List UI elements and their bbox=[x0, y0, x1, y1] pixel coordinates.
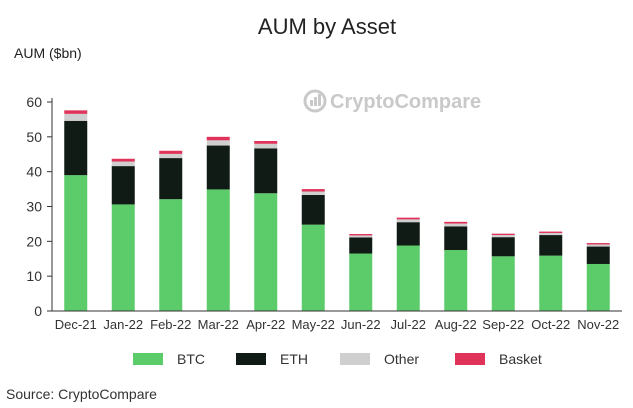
bar-other-may-22 bbox=[301, 191, 325, 196]
x-axis: Dec-21 Jan-22 Feb-22 Mar-22 Apr-22 May-22 Jun-… bbox=[52, 310, 622, 332]
cryptocompare-logo-icon bbox=[303, 89, 327, 113]
y-tick-label: 30 bbox=[26, 199, 42, 215]
watermark: CryptoCompare bbox=[303, 89, 481, 113]
y-tick-label: 50 bbox=[26, 129, 42, 145]
y-tick-label: 40 bbox=[26, 164, 42, 180]
legend-swatch-btc bbox=[133, 353, 163, 365]
legend-label-eth: ETH bbox=[280, 351, 308, 367]
chart-title: AUM by Asset bbox=[258, 14, 396, 39]
bar-eth-jan-22 bbox=[111, 166, 135, 205]
bar-btc-feb-22 bbox=[159, 199, 183, 311]
bar-basket-jun-22 bbox=[349, 234, 373, 236]
bar-basket-nov-22 bbox=[586, 243, 610, 245]
bar-basket-dec-21 bbox=[64, 110, 88, 114]
x-tick-label: Jun-22 bbox=[341, 317, 381, 332]
bar-eth-feb-22 bbox=[159, 158, 183, 200]
bars bbox=[64, 110, 610, 311]
bar-other-oct-22 bbox=[539, 232, 563, 236]
bar-basket-mar-22 bbox=[206, 136, 230, 141]
bar-eth-sep-22 bbox=[491, 237, 515, 257]
bar-other-dec-21 bbox=[64, 113, 88, 121]
bar-basket-jan-22 bbox=[111, 158, 135, 162]
legend-label-other: Other bbox=[384, 351, 419, 367]
bar-eth-dec-21 bbox=[64, 120, 88, 176]
bar-btc-nov-22 bbox=[586, 263, 610, 311]
x-tick-label: Aug-22 bbox=[435, 317, 477, 332]
bar-other-aug-22 bbox=[444, 223, 468, 227]
y-tick-label: 0 bbox=[34, 303, 42, 319]
bar-basket-jul-22 bbox=[396, 217, 420, 220]
y-tick-label: 60 bbox=[26, 94, 42, 110]
x-tick-label: Apr-22 bbox=[246, 317, 285, 332]
watermark-text: CryptoCompare bbox=[330, 91, 481, 113]
bar-btc-dec-21 bbox=[64, 175, 88, 311]
x-tick-label: Oct-22 bbox=[531, 317, 570, 332]
bar-other-apr-22 bbox=[254, 143, 278, 149]
x-tick-label: May-22 bbox=[292, 317, 335, 332]
x-tick-label: Mar-22 bbox=[198, 317, 239, 332]
bar-other-feb-22 bbox=[159, 153, 183, 159]
y-tick-label: 10 bbox=[26, 268, 42, 284]
bar-btc-aug-22 bbox=[444, 250, 468, 311]
bar-basket-may-22 bbox=[301, 189, 325, 192]
bar-eth-aug-22 bbox=[444, 226, 468, 251]
bar-btc-sep-22 bbox=[491, 256, 515, 311]
stacked-bar-chart: AUM by Asset AUM ($bn) CryptoCompare 0 10… bbox=[14, 14, 622, 367]
x-tick-label: Feb-22 bbox=[150, 317, 191, 332]
bar-basket-apr-22 bbox=[254, 141, 278, 144]
source-note: Source: CryptoCompare bbox=[6, 386, 157, 402]
bar-other-jun-22 bbox=[349, 235, 373, 238]
bar-eth-jul-22 bbox=[396, 222, 420, 246]
y-tick-label: 20 bbox=[26, 233, 42, 249]
bar-btc-oct-22 bbox=[539, 255, 563, 311]
x-tick-label: Jan-22 bbox=[103, 317, 143, 332]
bar-btc-jan-22 bbox=[111, 204, 135, 311]
x-tick-label: Nov-22 bbox=[577, 317, 619, 332]
bar-eth-may-22 bbox=[301, 195, 325, 225]
bar-eth-apr-22 bbox=[254, 148, 278, 194]
bar-eth-oct-22 bbox=[539, 235, 563, 256]
bar-basket-feb-22 bbox=[159, 150, 183, 154]
legend-swatch-basket bbox=[455, 353, 485, 365]
bar-other-nov-22 bbox=[586, 244, 610, 247]
legend-swatch-eth bbox=[236, 353, 266, 365]
legend-swatch-other bbox=[340, 353, 370, 365]
x-tick-label: Jul-22 bbox=[391, 317, 426, 332]
bar-eth-nov-22 bbox=[586, 246, 610, 264]
x-tick-label: Sep-22 bbox=[482, 317, 524, 332]
bar-eth-jun-22 bbox=[349, 237, 373, 254]
bar-btc-mar-22 bbox=[206, 189, 230, 311]
bar-btc-jun-22 bbox=[349, 253, 373, 311]
x-tick-label: Dec-21 bbox=[55, 317, 97, 332]
bar-basket-oct-22 bbox=[539, 231, 563, 233]
bar-eth-mar-22 bbox=[206, 145, 230, 190]
bar-btc-may-22 bbox=[301, 224, 325, 311]
legend: BTC ETH Other Basket bbox=[133, 351, 542, 367]
bar-basket-aug-22 bbox=[444, 221, 468, 224]
bar-other-jul-22 bbox=[396, 219, 420, 223]
bar-btc-apr-22 bbox=[254, 193, 278, 311]
bar-other-sep-22 bbox=[491, 235, 515, 238]
legend-label-basket: Basket bbox=[499, 351, 542, 367]
y-axis: 0 10 20 30 40 50 60 bbox=[26, 94, 53, 319]
y-axis-label: AUM ($bn) bbox=[14, 45, 82, 61]
bar-other-mar-22 bbox=[206, 140, 230, 146]
bar-basket-sep-22 bbox=[491, 233, 515, 236]
bar-btc-jul-22 bbox=[396, 245, 420, 311]
bar-other-jan-22 bbox=[111, 161, 135, 167]
legend-label-btc: BTC bbox=[177, 351, 205, 367]
